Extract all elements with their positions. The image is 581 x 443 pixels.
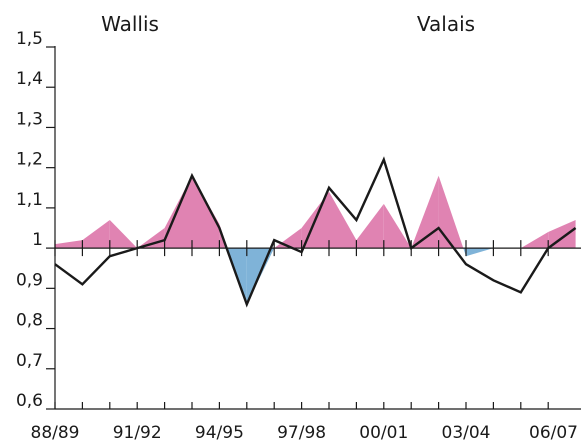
y-tick-label-0: 1,5: [16, 29, 43, 49]
y-tick-label-5: 1: [32, 230, 43, 250]
x-tick-label-6: 06/07: [529, 423, 578, 443]
area-positive-segment-2: [109, 220, 138, 249]
area-positive-segment-0: [55, 240, 83, 249]
y-tick-label-1: 1,4: [16, 69, 43, 89]
x-tick-labels: 88/89 91/92 94/95 97/98 00/01 03/04 06/07: [31, 423, 579, 443]
x-tick-label-2: 94/95: [195, 423, 244, 443]
area-series: [55, 175, 576, 305]
x-tick-label-4: 00/01: [359, 423, 408, 443]
y-tick-label-9: 0,6: [16, 391, 43, 411]
x-tick-label-3: 97/98: [277, 423, 326, 443]
area-positive-segment-18: [548, 220, 576, 249]
area-positive-segment-11: [356, 203, 384, 249]
area-positive-segment-17: [520, 232, 549, 249]
line-series: [54, 156, 577, 308]
y-tick-label-8: 0,7: [16, 351, 43, 371]
y-tick-label-3: 1,2: [16, 150, 43, 170]
axes: [46, 46, 581, 410]
y-tick-label-4: 1,1: [16, 190, 43, 210]
ratio-line: [54, 156, 577, 308]
y-tick-label-2: 1,3: [16, 109, 43, 129]
area-positive-segment-5: [192, 175, 220, 249]
y-tick-label-6: 0,9: [16, 270, 43, 290]
x-tick-label-0: 88/89: [31, 423, 80, 443]
area-negative-segment-7: [246, 248, 275, 305]
area-positive-segment-12: [383, 203, 412, 249]
area-negative-segment-15: [466, 248, 494, 257]
y-tick-label-7: 0,8: [16, 311, 43, 331]
area-positive-segment-1: [82, 220, 110, 249]
area-negative-segment-14-b: [463, 248, 466, 257]
x-tick-label-5: 03/04: [442, 423, 491, 443]
area-positive-segment-14: [438, 175, 464, 249]
x-tick-label-1: 91/92: [113, 423, 162, 443]
chart-title-left: Wallis: [101, 12, 159, 36]
area-positive-segment-13: [411, 175, 439, 249]
y-tick-labels: 1,5 1,4 1,3 1,2 1,1 1 0,9 0,8 0,7 0,6: [16, 29, 43, 411]
area-positive-segment-10: [329, 191, 357, 249]
chart-title-right: Valais: [417, 12, 475, 36]
